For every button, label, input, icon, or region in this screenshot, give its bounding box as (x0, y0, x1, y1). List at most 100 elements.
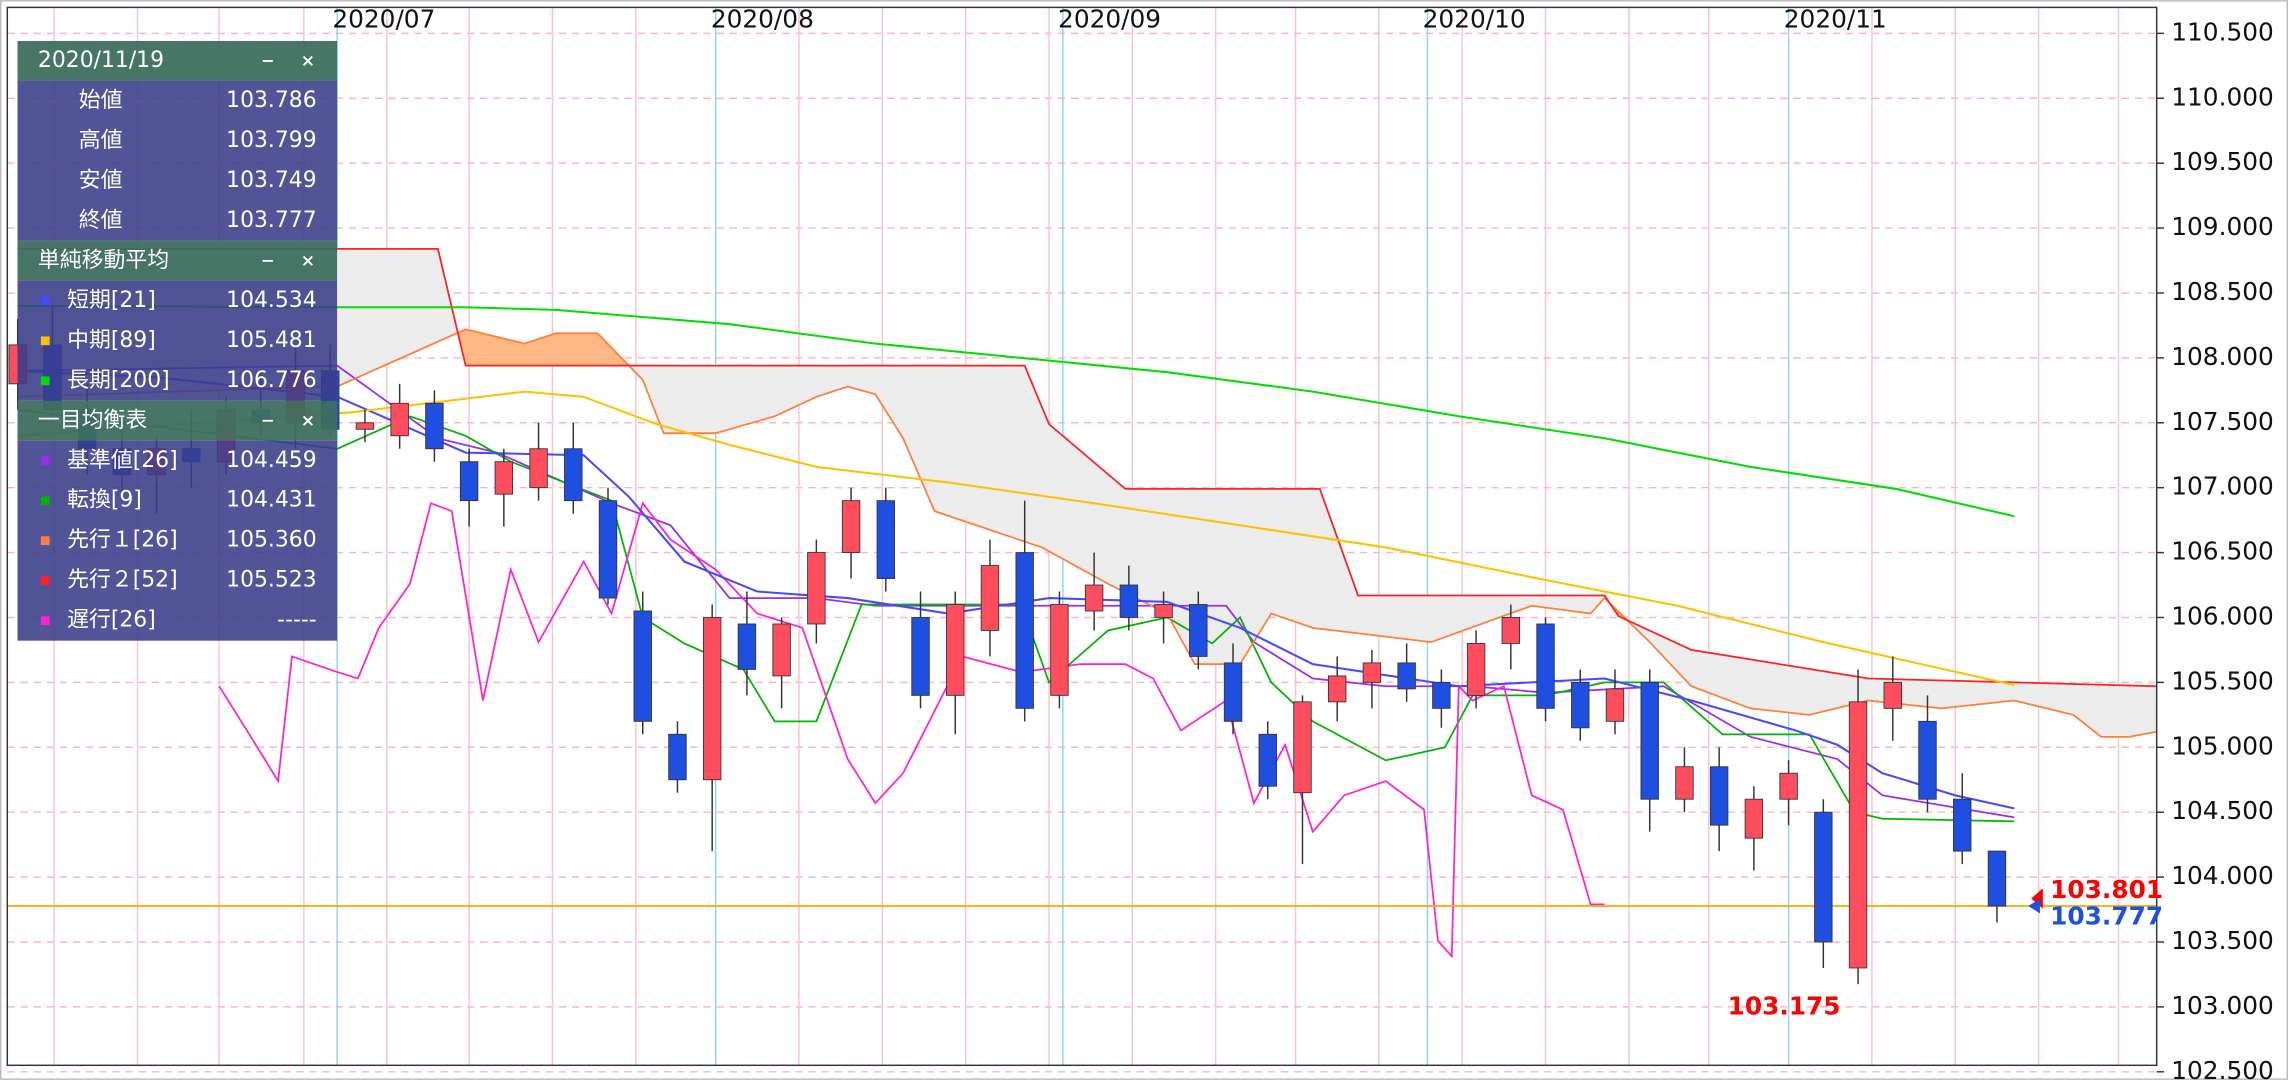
candle-body (1432, 681, 1451, 709)
candle-body (772, 623, 791, 677)
candle-body (1814, 811, 1833, 943)
x-tick-label: 2020/10 (1423, 5, 1526, 34)
y-tick-label: 105.000 (2171, 731, 2274, 760)
indicator-line (17, 328, 2157, 738)
x-tick-label: 2020/08 (711, 5, 814, 34)
close-icon (302, 55, 313, 66)
y-tick-label: 109.500 (2171, 147, 2274, 176)
panel-value: 104.431 (226, 488, 316, 513)
candle-body (1883, 681, 1902, 709)
legend-swatch (40, 376, 50, 386)
legend-label: 長期[200] (67, 368, 170, 393)
candle-body (911, 617, 930, 696)
y-tick-label: 103.500 (2171, 926, 2274, 955)
indicator-line (17, 248, 2157, 688)
indicator-line (17, 369, 2015, 810)
candle-body (494, 461, 514, 495)
panel-body (17, 80, 338, 241)
panel-title: 2020/11/19 (38, 48, 164, 73)
panel-header (17, 40, 338, 81)
candle-body (355, 422, 375, 430)
panel-value: 106.776 (226, 368, 316, 393)
candle-body (1953, 798, 1972, 852)
panel-label: 高値 (79, 128, 123, 153)
legend-swatch (40, 616, 50, 626)
candle-body (1640, 681, 1659, 800)
candle-body (1744, 798, 1764, 839)
candle-body (1709, 766, 1729, 826)
candle-body (1918, 720, 1937, 800)
candle-body (1189, 604, 1208, 657)
candle-body (1571, 681, 1590, 729)
y-tick-label: 108.000 (2171, 342, 2274, 371)
y-tick-label: 106.500 (2171, 537, 2274, 566)
candle-body (1362, 662, 1382, 683)
candle-body (807, 552, 826, 625)
axes: 102.500 103.000 103.500 104.000 104.500 105.0… (332, 5, 2273, 1080)
y-tick-label: 104.000 (2171, 861, 2274, 890)
close-icon (302, 415, 313, 426)
candle-body (946, 604, 965, 696)
legend-swatch (40, 496, 50, 506)
y-tick-label: 107.000 (2171, 472, 2274, 501)
candle-body (1848, 701, 1868, 969)
panel-label: 安値 (79, 168, 123, 193)
candle-body (1223, 662, 1243, 722)
candle-body (841, 500, 861, 554)
panel-value: 105.523 (226, 568, 316, 593)
panel-value: ----- (277, 608, 316, 633)
candle-body (1293, 701, 1312, 794)
y-tick-label: 107.500 (2171, 407, 2274, 436)
candle-body (1154, 604, 1173, 618)
legend-swatch (40, 336, 50, 346)
candle-body (1328, 675, 1347, 703)
candle-body (1258, 733, 1277, 787)
y-tick-label: 110.500 (2171, 17, 2274, 46)
indicator-line (218, 501, 1605, 959)
legend-swatch (40, 536, 50, 546)
panel-value: 105.360 (226, 528, 316, 553)
candle-body (598, 500, 618, 599)
price-label: 103.777 (2050, 902, 2163, 931)
indicator-line (17, 304, 2015, 518)
panel-value: 103.749 (226, 168, 316, 193)
candle-body (1779, 772, 1798, 800)
panel-value: 103.777 (226, 208, 316, 233)
panel-body (17, 280, 338, 401)
candle-body (1675, 766, 1694, 800)
candle-body (1536, 623, 1555, 709)
y-tick-label: 105.500 (2171, 666, 2274, 695)
candle-body (702, 617, 722, 781)
candle-body (1119, 584, 1139, 618)
candle-body (876, 500, 895, 579)
legend-swatch (40, 576, 50, 586)
legend-label: 先行２[52] (67, 568, 178, 593)
panel-value: 104.534 (226, 288, 316, 313)
candle-body (529, 448, 548, 489)
cloud (17, 248, 2157, 737)
candle-body (1501, 617, 1521, 644)
candle-body (1397, 662, 1416, 690)
candle-body (390, 402, 409, 437)
legend-swatch (40, 456, 50, 466)
panel-label: 終値 (79, 208, 123, 233)
candle-body (459, 461, 479, 502)
plot-border (6, 6, 2158, 1067)
candle-body (633, 610, 652, 722)
panel-header (17, 240, 338, 281)
panel-value: 103.799 (226, 128, 316, 153)
panel-header (17, 400, 338, 441)
price-marker (2028, 898, 2040, 914)
plot: 103.175 (7, 248, 2157, 1021)
y-tick-label: 102.500 (2171, 1056, 2274, 1080)
panel-title: 単純移動平均 (38, 248, 169, 273)
candle-body (737, 623, 757, 670)
y-tick-label: 103.000 (2171, 991, 2274, 1020)
info-panel: 2020/11/19 始値 103.786 高値 103.799 安値 103.749 終値 1… (17, 40, 338, 641)
panel-title: 一目均衡表 (38, 408, 147, 433)
close-icon (302, 255, 313, 266)
indicator-line (17, 390, 2015, 687)
low-annotation: 103.175 (1728, 992, 1841, 1021)
price-label: 103.801 (2050, 875, 2163, 904)
